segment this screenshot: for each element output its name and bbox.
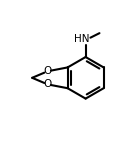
Text: HN: HN <box>74 34 89 44</box>
Text: O: O <box>43 66 52 76</box>
Text: O: O <box>43 79 52 89</box>
